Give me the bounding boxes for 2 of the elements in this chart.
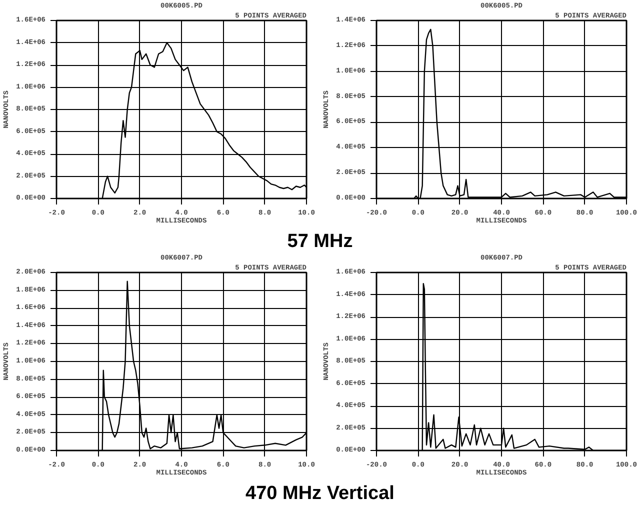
text: 57 MHz <box>287 230 353 254</box>
text: 470 MHz Vertical <box>246 482 394 506</box>
